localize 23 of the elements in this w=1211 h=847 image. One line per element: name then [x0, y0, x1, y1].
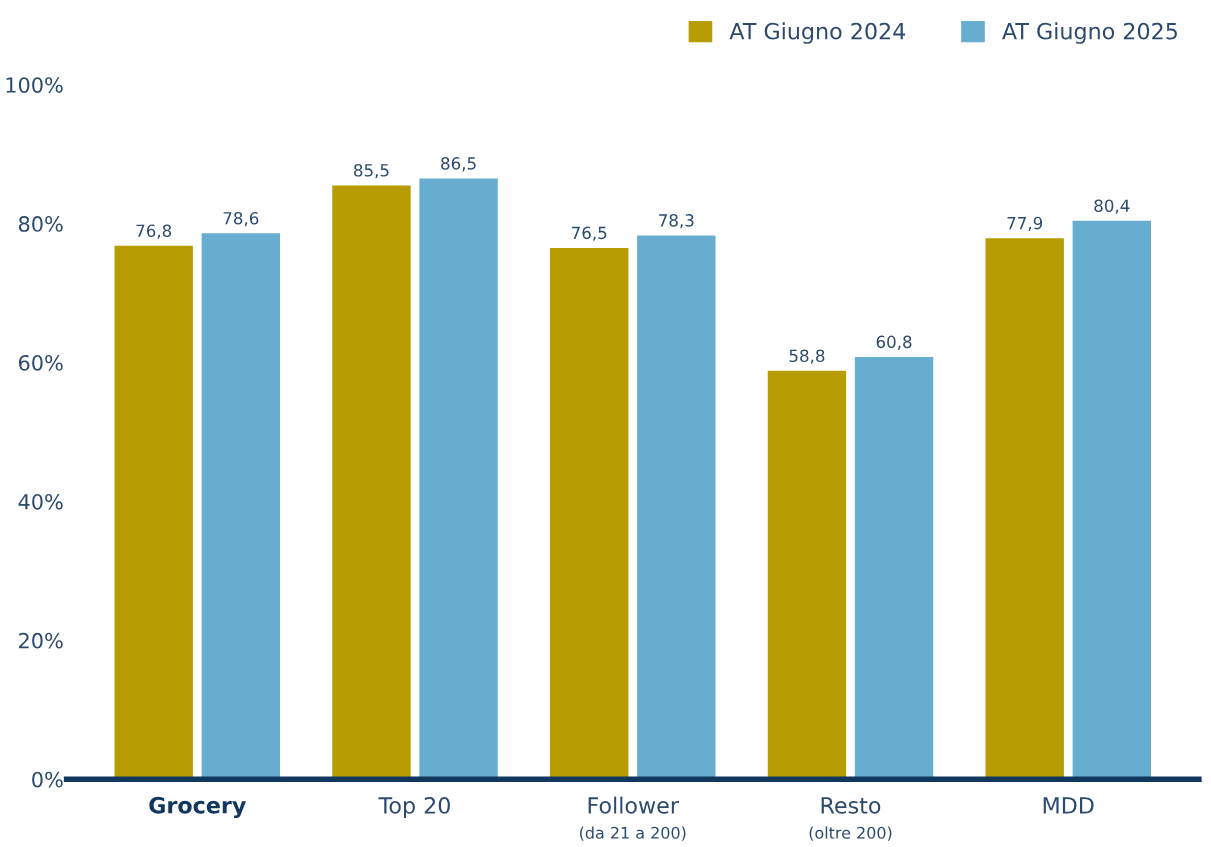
- y-tick-label: 0%: [32, 771, 63, 788]
- y-tick-label: 100%: [6, 77, 63, 93]
- data-label: 80,4: [1094, 199, 1130, 214]
- y-tick-label: 20%: [19, 632, 63, 649]
- data-label: 60,8: [876, 335, 912, 350]
- data-label: 78,3: [659, 214, 694, 229]
- legend-label: AT Giugno 2025: [1002, 22, 1177, 44]
- legend-label: AT Giugno 2024: [729, 22, 906, 44]
- data-label: 76,8: [136, 224, 172, 239]
- x-tick-label: Resto (oltre 200): [809, 797, 892, 841]
- y-tick-label: 60%: [18, 354, 63, 371]
- data-label: 76,5: [572, 226, 607, 241]
- x-tick-label: Top 20: [378, 797, 450, 819]
- data-label: 77,9: [1007, 216, 1043, 232]
- y-tick-label: 80%: [18, 216, 63, 232]
- y-tick-label: 40%: [18, 493, 63, 510]
- data-label: 58,8: [789, 349, 825, 364]
- data-label: 78,6: [223, 211, 259, 227]
- data-label: 86,5: [441, 157, 476, 172]
- data-label: 85,5: [354, 164, 389, 179]
- x-tick-label: MDD: [1043, 797, 1094, 814]
- x-tick-label: Follower (da 21 a 200): [580, 796, 686, 841]
- x-tick-label: Grocery: [149, 796, 246, 819]
